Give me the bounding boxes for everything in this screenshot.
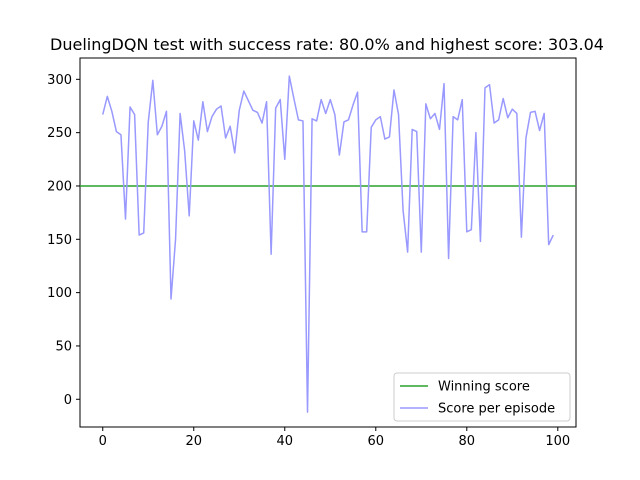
x-tick-label: 0 bbox=[99, 434, 107, 449]
y-tick-label: 200 bbox=[47, 179, 72, 194]
x-tick-label: 80 bbox=[459, 434, 476, 449]
score-series-line bbox=[102, 75, 554, 413]
x-tick-label: 60 bbox=[368, 434, 385, 449]
y-tick-label: 100 bbox=[47, 286, 72, 301]
y-tick-label: 50 bbox=[55, 339, 72, 354]
data-marks bbox=[80, 75, 576, 413]
legend-label-winning-score: Winning score bbox=[438, 380, 530, 395]
plot-area bbox=[79, 57, 577, 428]
chart-title: DuelingDQN test with success rate: 80.0%… bbox=[50, 35, 604, 54]
x-tick-label: 100 bbox=[545, 434, 570, 449]
x-tick-label: 20 bbox=[185, 434, 202, 449]
legend: Winning score Score per episode bbox=[393, 372, 571, 422]
y-tick-label: 300 bbox=[47, 73, 72, 88]
legend-box bbox=[393, 372, 571, 422]
y-tick-label: 250 bbox=[47, 126, 72, 141]
y-tick-label: 0 bbox=[64, 393, 72, 408]
legend-label-score-per-episode: Score per episode bbox=[438, 402, 555, 417]
y-tick-label: 150 bbox=[47, 233, 72, 248]
axis-ticks: 0 20 40 60 80 100 0 50 100 150 200 250 300 bbox=[47, 73, 570, 449]
x-tick-label: 40 bbox=[276, 434, 293, 449]
